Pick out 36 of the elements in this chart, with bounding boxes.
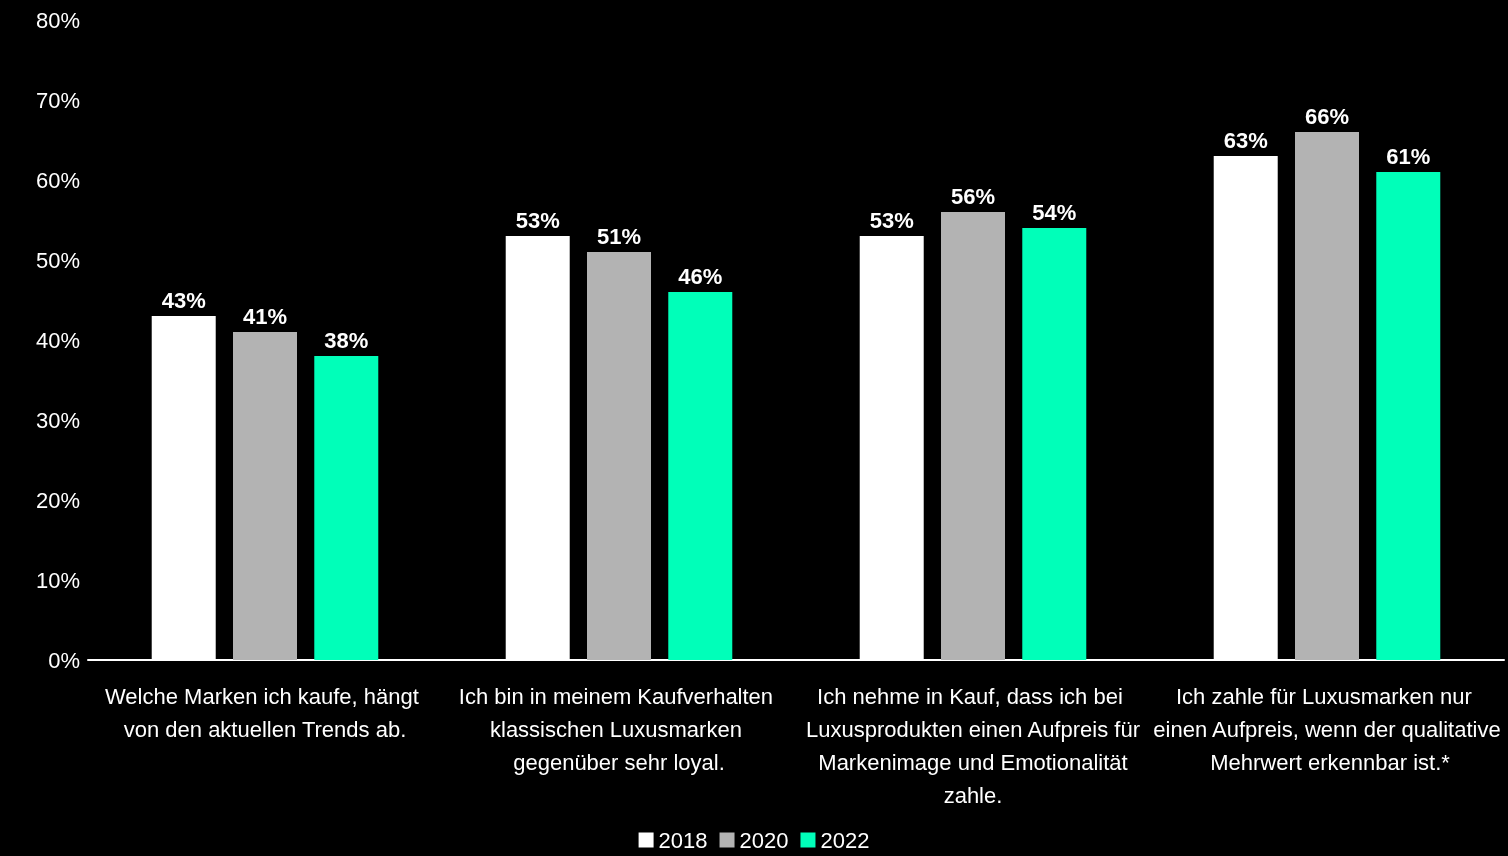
data-label: 53% [869,207,914,233]
bar [941,212,1005,660]
bar [1022,228,1087,660]
y-tick-label: 80% [35,7,80,33]
data-label: 38% [324,327,369,353]
data-label: 66% [1304,103,1350,129]
bar [1295,132,1359,660]
data-label: 54% [1032,199,1077,225]
bar [668,292,733,660]
bar [233,332,297,660]
y-tick-label: 30% [35,407,80,433]
x-tick-label: Ich zahle für Luxusmarken nur einen Aufpreis, wenn der qualitative Mehrwert erkennbar ist.* [1153,684,1501,775]
bar [1376,172,1441,660]
y-tick-label: 0% [48,647,80,673]
y-tick-label: 40% [35,327,80,353]
legend-label: 2022 [820,827,870,853]
x-tick-label: Welche Marken ich kaufe, hängt von den aktuellen Trends ab. [105,684,425,742]
y-tick-label: 50% [35,247,80,273]
legend-label: 2018 [658,827,708,853]
data-label: 51% [596,223,642,249]
y-tick-label: 10% [35,567,80,593]
y-tick-label: 70% [35,87,80,113]
x-tick-label: Ich nehme in Kauf, dass ich bei Luxusprodukten einen Aufpreis für Markenimage und Emotionalität zahle. [806,684,1140,808]
data-label: 61% [1386,143,1431,169]
data-label: 43% [161,287,206,313]
data-label: 53% [515,207,560,233]
legend-label: 2020 [739,827,789,853]
data-label: 41% [242,303,288,329]
data-label: 63% [1223,127,1268,153]
bar [314,356,379,660]
y-tick-label: 20% [35,487,80,513]
data-label: 46% [678,263,723,289]
x-tick-label: Ich bin in meinem Kaufverhalten klassischen Luxusmarken gegenüber sehr loyal. [458,684,780,775]
data-label: 56% [950,183,996,209]
y-tick-label: 60% [35,167,80,193]
bar [587,252,651,660]
